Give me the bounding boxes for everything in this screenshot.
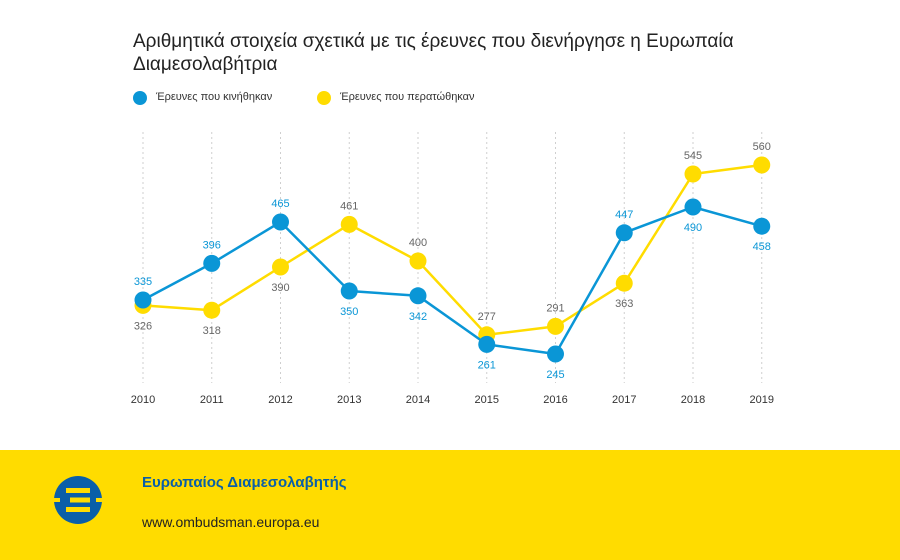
x-tick-label: 2018 (681, 394, 705, 406)
data-label-opened-2013: 350 (340, 306, 358, 318)
x-tick-label: 2010 (131, 394, 155, 406)
x-tick-label: 2016 (543, 394, 567, 406)
data-label-opened-2017: 447 (615, 209, 633, 221)
x-tick-label: 2011 (200, 394, 224, 406)
data-point-opened-2011 (203, 254, 221, 272)
series-line-opened (142, 205, 763, 356)
legend-label-closed: Έρευνες που περατώθηκαν (340, 91, 475, 103)
data-label-opened-2016: 245 (546, 369, 564, 381)
footer-org-name: Ευρωπαίος Διαμεσολαβητής (142, 474, 347, 491)
data-point-closed-2018 (684, 165, 702, 183)
data-label-opened-2011: 396 (203, 239, 221, 251)
data-point-opened-2012 (272, 213, 289, 231)
x-tick-label: 2017 (612, 394, 636, 406)
data-point-closed-2014 (409, 252, 427, 270)
data-label-closed-2017: 363 (615, 298, 633, 310)
data-label-closed-2018: 545 (684, 150, 702, 162)
x-tick-label: 2015 (475, 394, 499, 406)
data-label-opened-2010: 335 (134, 276, 152, 288)
data-label-closed-2016: 291 (546, 302, 564, 314)
chart-title: Αριθμητικά στοιχεία σχετικά με τις έρευν… (133, 31, 734, 75)
data-label-closed-2011: 318 (203, 325, 221, 337)
data-label-opened-2018: 490 (684, 222, 702, 234)
x-tick-label: 2012 (268, 394, 292, 406)
data-label-closed-2014: 400 (409, 237, 427, 249)
data-point-closed-2013 (340, 215, 358, 233)
data-point-closed-2012 (272, 258, 289, 276)
line-chart: 2010 2011 2012 2013 2014 2015 2016 2017 2018 2019… (131, 132, 774, 406)
data-point-opened-2018 (684, 198, 702, 216)
data-point-closed-2011 (203, 301, 221, 319)
legend-label-opened: Έρευνες που κινήθηκαν (156, 91, 273, 103)
data-label-closed-2010: 326 (134, 320, 152, 332)
data-point-closed-2017 (615, 274, 633, 292)
data-label-opened-2012: 465 (271, 198, 289, 210)
data-point-opened-2014 (409, 287, 427, 305)
data-label-closed-2019: 560 (753, 141, 771, 153)
data-point-opened-2013 (340, 282, 358, 300)
data-label-closed-2012: 390 (271, 282, 289, 294)
legend-marker-opened (133, 91, 147, 105)
data-point-opened-2019 (753, 217, 771, 235)
footer: Ευρωπαίος Διαμεσολαβητής www.ombudsman.e… (0, 450, 900, 560)
data-point-opened-2015 (478, 335, 496, 353)
legend-marker-closed (317, 91, 331, 105)
data-point-opened-2017 (615, 224, 633, 242)
data-label-opened-2019: 458 (753, 241, 771, 253)
european-ombudsman-logo (52, 476, 104, 524)
data-label-opened-2014: 342 (409, 311, 427, 323)
data-label-opened-2015: 261 (478, 359, 496, 371)
data-point-closed-2019 (753, 156, 771, 174)
data-label-closed-2015: 277 (478, 311, 496, 323)
x-tick-label: 2013 (337, 394, 361, 406)
data-point-opened-2016 (547, 345, 564, 363)
x-tick-label: 2014 (406, 394, 430, 406)
footer-url[interactable]: www.ombudsman.europa.eu (142, 514, 320, 530)
data-label-closed-2013: 461 (340, 200, 358, 212)
x-tick-label: 2019 (750, 394, 774, 406)
series-line-closed (142, 163, 762, 337)
data-point-opened-2010 (134, 291, 152, 309)
data-point-closed-2016 (547, 317, 564, 335)
